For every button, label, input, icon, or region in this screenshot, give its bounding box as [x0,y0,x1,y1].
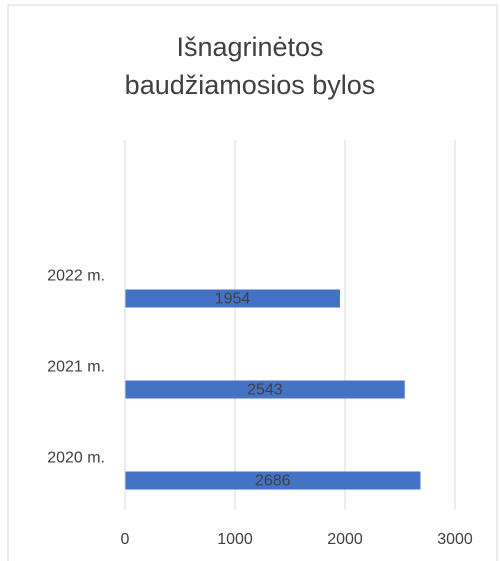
data-label: 2686 [255,473,291,490]
x-tick-label: 2000 [327,531,363,548]
data-label: 1954 [215,291,251,308]
y-tick-label: 2022 m. [47,268,105,285]
chart-frame [7,4,498,561]
bar [125,380,405,399]
data-label: 2543 [247,382,283,399]
bar [125,471,421,490]
bar [125,289,340,308]
x-tick-label: 3000 [437,531,473,548]
y-tick-label: 2021 m. [47,359,105,376]
x-tick-label: 0 [121,531,130,548]
chart-title: Išnagrinėtos baudžiamosios bylos [124,32,376,100]
y-tick-label: 2020 m. [47,450,105,467]
x-tick-label: 1000 [217,531,253,548]
